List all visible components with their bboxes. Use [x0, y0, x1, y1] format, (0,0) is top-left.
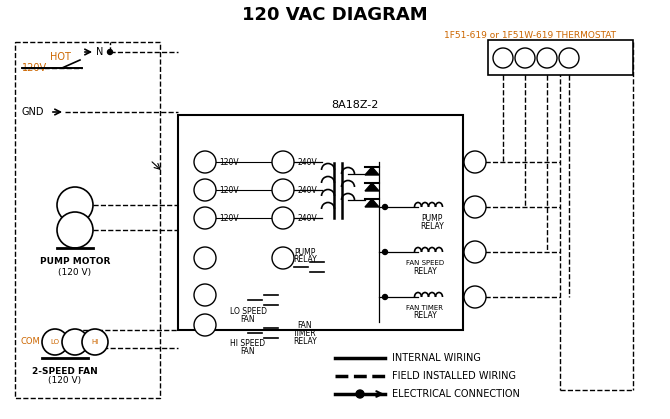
Text: PUMP MOTOR: PUMP MOTOR: [40, 258, 110, 266]
Circle shape: [57, 212, 93, 248]
Text: R: R: [471, 157, 479, 167]
Text: W: W: [520, 53, 531, 63]
Text: P2: P2: [277, 186, 289, 194]
Circle shape: [272, 247, 294, 269]
Circle shape: [62, 329, 88, 355]
Bar: [488, 40, 633, 75]
Text: N: N: [202, 158, 208, 166]
Polygon shape: [365, 199, 379, 207]
Text: 8A18Z-2: 8A18Z-2: [331, 100, 379, 110]
Circle shape: [537, 48, 557, 68]
Text: HI: HI: [200, 321, 210, 329]
Text: GND: GND: [22, 107, 44, 117]
Text: (120 V): (120 V): [58, 267, 92, 277]
Text: L2: L2: [277, 158, 289, 166]
Circle shape: [464, 241, 486, 263]
Text: 120V: 120V: [219, 158, 239, 166]
Text: N: N: [96, 47, 104, 57]
Text: Y: Y: [543, 53, 551, 63]
Text: FAN SPEED: FAN SPEED: [406, 260, 444, 266]
Text: G: G: [471, 292, 479, 302]
Text: P1: P1: [277, 253, 289, 262]
Text: F2: F2: [277, 214, 289, 222]
Text: LO SPEED: LO SPEED: [230, 307, 267, 316]
Circle shape: [194, 207, 216, 229]
Bar: [178, 115, 463, 330]
Circle shape: [107, 49, 113, 54]
Circle shape: [464, 196, 486, 218]
Text: P2: P2: [199, 186, 211, 194]
Circle shape: [57, 187, 93, 223]
Text: RELAY: RELAY: [413, 266, 437, 276]
Circle shape: [464, 286, 486, 308]
Text: RELAY: RELAY: [293, 336, 317, 346]
Circle shape: [272, 179, 294, 201]
Text: R: R: [499, 53, 507, 63]
Text: FAN: FAN: [241, 347, 255, 357]
Text: LO: LO: [50, 339, 60, 345]
Text: FIELD INSTALLED WIRING: FIELD INSTALLED WIRING: [392, 371, 516, 381]
Text: FAN TIMER: FAN TIMER: [407, 305, 444, 311]
Text: 120V: 120V: [22, 63, 47, 73]
Text: L0: L0: [200, 290, 210, 300]
Text: RELAY: RELAY: [420, 222, 444, 230]
Circle shape: [194, 284, 216, 306]
Text: COM: COM: [20, 337, 40, 347]
Text: 2-SPEED FAN: 2-SPEED FAN: [32, 367, 98, 377]
Text: F2: F2: [199, 214, 211, 222]
Text: ELECTRICAL CONNECTION: ELECTRICAL CONNECTION: [392, 389, 520, 399]
Circle shape: [272, 207, 294, 229]
Text: FAN: FAN: [297, 321, 312, 329]
Text: 120V: 120V: [219, 214, 239, 222]
Circle shape: [356, 390, 364, 398]
Text: 1F51-619 or 1F51W-619 THERMOSTAT: 1F51-619 or 1F51W-619 THERMOSTAT: [444, 31, 616, 39]
Circle shape: [559, 48, 579, 68]
Circle shape: [383, 204, 387, 210]
Text: HI: HI: [91, 339, 98, 345]
Circle shape: [272, 151, 294, 173]
Text: RELAY: RELAY: [413, 311, 437, 321]
Text: TIMER: TIMER: [293, 328, 317, 337]
Text: RELAY: RELAY: [293, 256, 317, 264]
Text: G: G: [565, 53, 573, 63]
Text: 240V: 240V: [297, 214, 317, 222]
Text: (120 V): (120 V): [48, 377, 82, 385]
Circle shape: [194, 151, 216, 173]
Text: HOT: HOT: [50, 52, 71, 62]
Text: 240V: 240V: [297, 186, 317, 194]
Circle shape: [515, 48, 535, 68]
Circle shape: [383, 295, 387, 300]
Text: 120V: 120V: [219, 186, 239, 194]
Text: 240V: 240V: [297, 158, 317, 166]
Circle shape: [42, 329, 68, 355]
Polygon shape: [365, 183, 379, 191]
Text: PUMP: PUMP: [421, 214, 443, 222]
Circle shape: [464, 151, 486, 173]
Circle shape: [82, 329, 108, 355]
Text: HI SPEED: HI SPEED: [230, 339, 265, 349]
Text: PUMP: PUMP: [294, 248, 316, 256]
Text: INTERNAL WIRING: INTERNAL WIRING: [392, 353, 481, 363]
Circle shape: [383, 249, 387, 254]
Text: Y: Y: [472, 247, 478, 257]
Text: FAN: FAN: [241, 315, 255, 323]
Text: 120 VAC DIAGRAM: 120 VAC DIAGRAM: [242, 6, 428, 24]
Circle shape: [493, 48, 513, 68]
Circle shape: [194, 247, 216, 269]
Polygon shape: [365, 167, 379, 175]
Circle shape: [194, 314, 216, 336]
Circle shape: [194, 179, 216, 201]
Text: L1: L1: [200, 253, 210, 262]
Text: W: W: [470, 202, 480, 212]
